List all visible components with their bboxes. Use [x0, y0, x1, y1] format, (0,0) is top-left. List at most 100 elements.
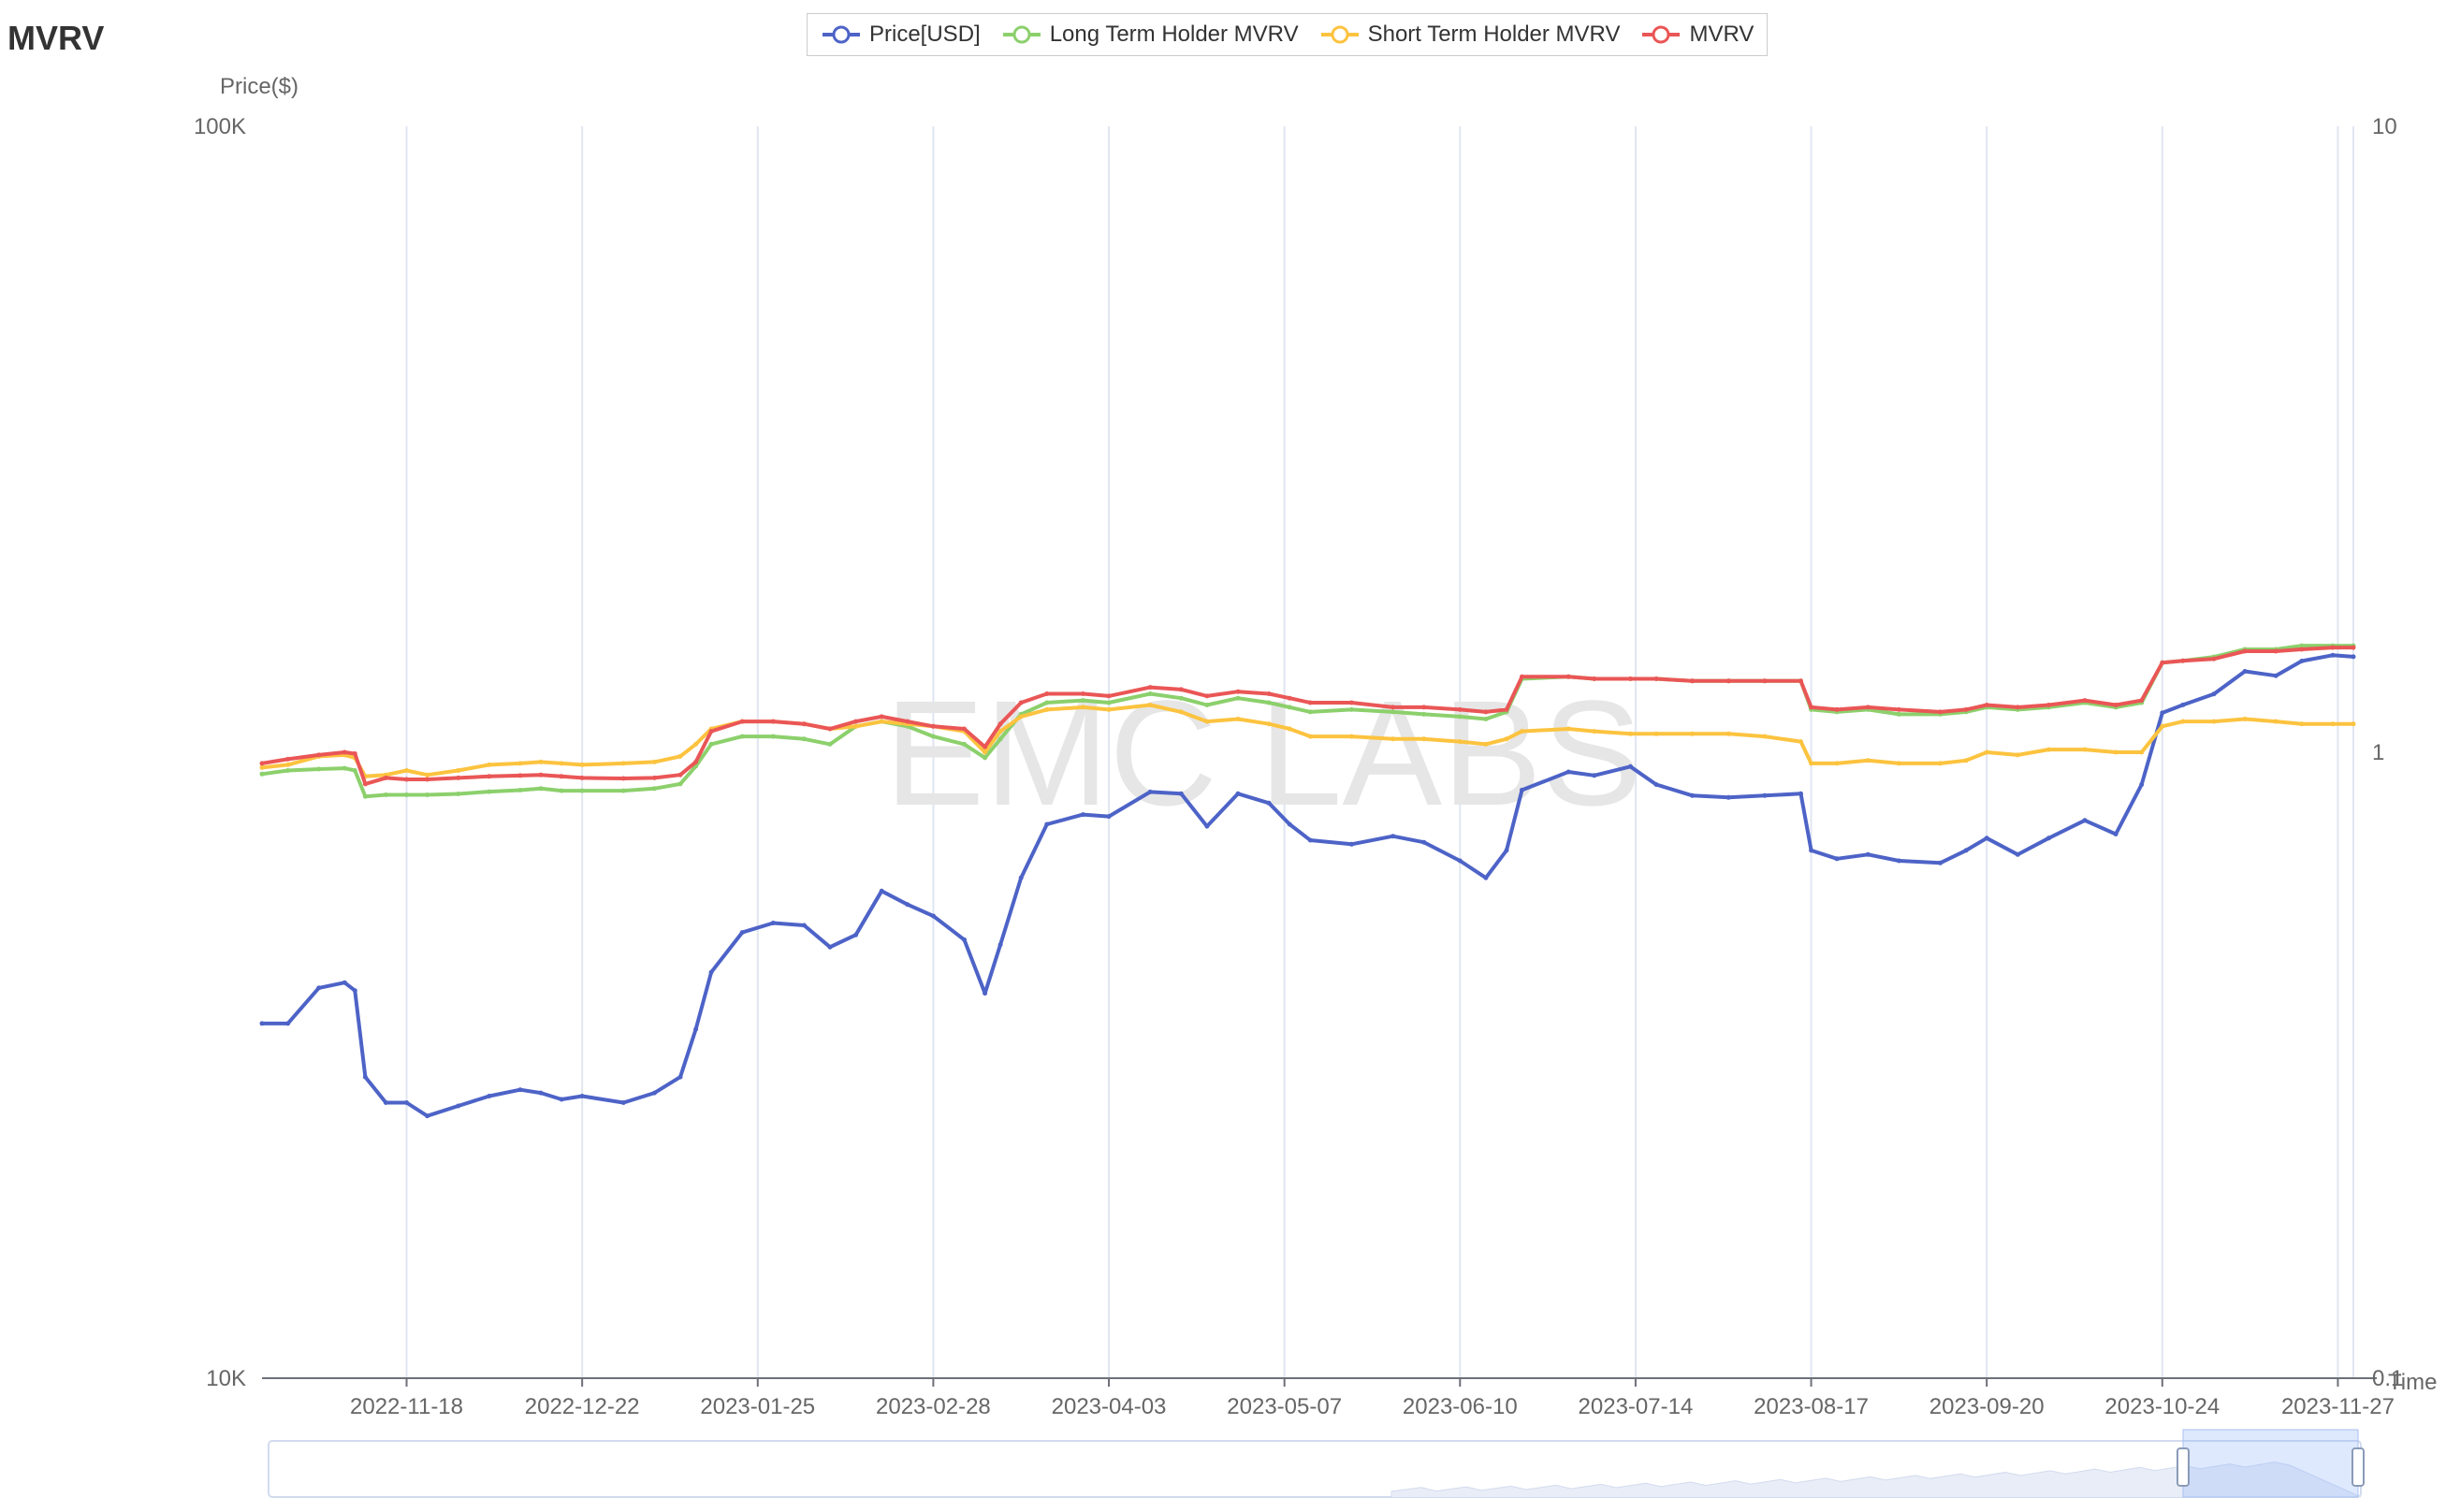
data-point-mvrv[interactable] [853, 719, 859, 724]
data-point-price-usd[interactable] [1235, 791, 1241, 796]
data-point-mvrv[interactable] [1147, 685, 1153, 691]
data-point-mvrv[interactable] [2242, 648, 2248, 654]
data-point-long-term-holder-mvrv[interactable] [1287, 705, 1292, 710]
data-point-short-term-holder-mvrv[interactable] [2015, 752, 2020, 758]
data-point-mvrv[interactable] [1865, 705, 1871, 710]
data-point-mvrv[interactable] [1798, 678, 1803, 684]
data-point-price-usd[interactable] [1421, 839, 1427, 845]
data-point-mvrv[interactable] [997, 721, 1003, 727]
data-point-short-term-holder-mvrv[interactable] [997, 729, 1003, 734]
data-point-short-term-holder-mvrv[interactable] [2299, 721, 2305, 727]
data-point-short-term-holder-mvrv[interactable] [2082, 747, 2088, 752]
data-point-long-term-holder-mvrv[interactable] [316, 766, 322, 772]
data-point-long-term-holder-mvrv[interactable] [620, 788, 626, 793]
data-point-mvrv[interactable] [259, 761, 265, 766]
data-point-long-term-holder-mvrv[interactable] [1421, 711, 1427, 717]
data-point-mvrv[interactable] [316, 752, 322, 758]
data-point-short-term-holder-mvrv[interactable] [2046, 747, 2051, 752]
data-point-price-usd[interactable] [2015, 851, 2020, 857]
data-point-long-term-holder-mvrv[interactable] [2299, 643, 2305, 648]
data-point-short-term-holder-mvrv[interactable] [1798, 739, 1803, 745]
data-point-price-usd[interactable] [677, 1074, 683, 1080]
data-point-mvrv[interactable] [693, 759, 699, 764]
data-point-price-usd[interactable] [1725, 794, 1731, 800]
data-point-price-usd[interactable] [1204, 823, 1210, 829]
data-point-mvrv[interactable] [1307, 700, 1313, 705]
data-point-mvrv[interactable] [1834, 706, 1840, 712]
data-point-long-term-holder-mvrv[interactable] [425, 792, 430, 797]
data-point-long-term-holder-mvrv[interactable] [456, 792, 461, 796]
data-point-mvrv[interactable] [905, 719, 910, 724]
data-point-mvrv[interactable] [770, 719, 776, 724]
data-point-mvrv[interactable] [739, 719, 745, 724]
data-point-price-usd[interactable] [620, 1100, 626, 1105]
data-point-mvrv[interactable] [2160, 660, 2165, 665]
data-point-price-usd[interactable] [2113, 832, 2118, 836]
data-point-price-usd[interactable] [1178, 791, 1184, 796]
data-point-mvrv[interactable] [579, 775, 585, 780]
data-point-short-term-holder-mvrv[interactable] [1592, 729, 1597, 734]
data-point-price-usd[interactable] [404, 1100, 409, 1105]
data-point-price-usd[interactable] [1390, 834, 1396, 839]
data-point-long-term-holder-mvrv[interactable] [517, 788, 523, 792]
data-point-long-term-holder-mvrv[interactable] [1266, 700, 1272, 705]
data-point-mvrv[interactable] [1287, 695, 1292, 701]
data-point-short-term-holder-mvrv[interactable] [1348, 734, 1354, 739]
data-point-mvrv[interactable] [517, 773, 523, 778]
data-point-mvrv[interactable] [2180, 658, 2186, 663]
datazoom-handle-right[interactable] [2351, 1447, 2365, 1487]
data-point-price-usd[interactable] [739, 930, 745, 936]
data-point-price-usd[interactable] [2139, 782, 2145, 787]
data-point-price-usd[interactable] [1044, 821, 1050, 827]
data-point-short-term-holder-mvrv[interactable] [853, 723, 859, 729]
data-point-long-term-holder-mvrv[interactable] [739, 734, 745, 739]
data-point-short-term-holder-mvrv[interactable] [1483, 741, 1489, 747]
data-point-price-usd[interactable] [962, 937, 967, 942]
data-point-price-usd[interactable] [559, 1097, 564, 1102]
data-point-short-term-holder-mvrv[interactable] [651, 759, 657, 764]
data-point-price-usd[interactable] [853, 932, 859, 938]
data-point-price-usd[interactable] [456, 1103, 461, 1109]
data-point-mvrv[interactable] [285, 756, 291, 762]
data-point-price-usd[interactable] [487, 1094, 492, 1098]
data-point-long-term-holder-mvrv[interactable] [1044, 700, 1050, 705]
data-point-mvrv[interactable] [2082, 698, 2088, 704]
data-point-long-term-holder-mvrv[interactable] [801, 736, 807, 742]
data-point-price-usd[interactable] [538, 1090, 544, 1096]
data-point-mvrv[interactable] [1080, 691, 1085, 696]
data-point-short-term-holder-mvrv[interactable] [2330, 721, 2336, 727]
data-point-price-usd[interactable] [1147, 789, 1153, 794]
data-point-long-term-holder-mvrv[interactable] [1235, 695, 1241, 701]
data-point-mvrv[interactable] [2299, 647, 2305, 652]
data-point-long-term-holder-mvrv[interactable] [579, 788, 585, 793]
data-point-short-term-holder-mvrv[interactable] [1865, 758, 1871, 763]
data-point-price-usd[interactable] [983, 991, 988, 996]
data-point-long-term-holder-mvrv[interactable] [1080, 698, 1085, 704]
data-point-price-usd[interactable] [579, 1094, 585, 1098]
data-point-price-usd[interactable] [1565, 769, 1571, 775]
data-point-long-term-holder-mvrv[interactable] [1390, 709, 1396, 715]
data-point-short-term-holder-mvrv[interactable] [1204, 719, 1210, 724]
data-point-mvrv[interactable] [1725, 678, 1731, 684]
data-point-price-usd[interactable] [259, 1021, 265, 1026]
data-point-mvrv[interactable] [1421, 705, 1427, 710]
data-point-short-term-holder-mvrv[interactable] [1834, 761, 1840, 766]
data-point-long-term-holder-mvrv[interactable] [997, 736, 1003, 742]
data-point-mvrv[interactable] [1044, 691, 1050, 696]
data-point-mvrv[interactable] [1457, 706, 1463, 712]
data-point-price-usd[interactable] [1307, 837, 1313, 843]
data-point-mvrv[interactable] [362, 781, 368, 787]
data-point-short-term-holder-mvrv[interactable] [2211, 719, 2217, 724]
data-point-long-term-holder-mvrv[interactable] [259, 771, 265, 777]
data-point-short-term-holder-mvrv[interactable] [620, 761, 626, 766]
data-point-mvrv[interactable] [352, 751, 357, 756]
data-point-mvrv[interactable] [1963, 706, 1969, 712]
data-point-short-term-holder-mvrv[interactable] [538, 759, 544, 764]
data-point-price-usd[interactable] [770, 921, 776, 925]
data-point-price-usd[interactable] [1963, 848, 1969, 853]
data-point-mvrv[interactable] [2113, 703, 2118, 707]
data-point-mvrv[interactable] [2211, 656, 2217, 662]
data-point-price-usd[interactable] [997, 942, 1003, 948]
data-point-long-term-holder-mvrv[interactable] [1307, 709, 1313, 715]
data-point-price-usd[interactable] [2299, 659, 2305, 663]
